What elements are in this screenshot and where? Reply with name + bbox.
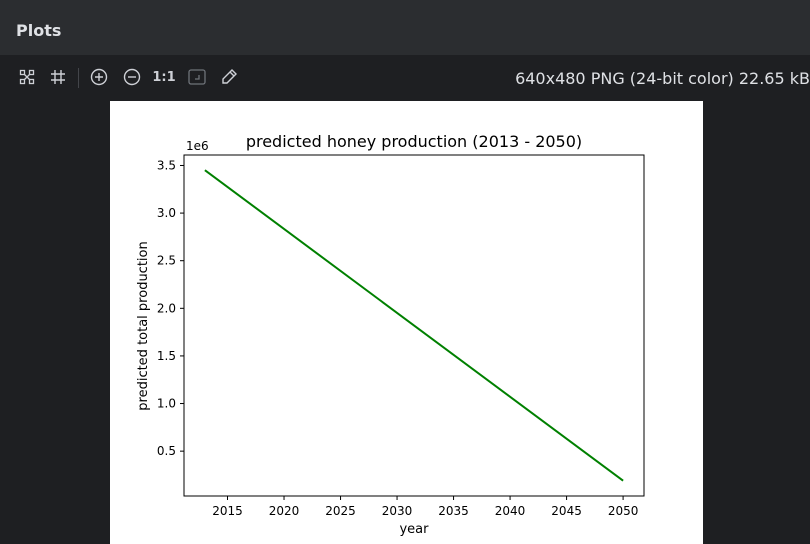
x-tick-label: 2025 [325, 504, 356, 518]
y-tick-label: 0.5 [157, 444, 176, 458]
y-offset-label: 1e6 [186, 139, 209, 153]
y-tick-label: 1.0 [157, 397, 176, 411]
zoom-out-icon[interactable] [121, 66, 143, 88]
fit-window-icon[interactable] [186, 66, 208, 88]
zoom-in-icon[interactable] [88, 66, 110, 88]
x-tick-label: 2045 [551, 504, 582, 518]
x-tick-label: 2050 [608, 504, 639, 518]
x-tick-label: 2040 [495, 504, 526, 518]
image-info-label: 640x480 PNG (24-bit color) 22.65 kB [515, 69, 810, 88]
y-axis-ticks: 0.5 1.0 1.5 2.0 2.5 3.0 3.5 [157, 158, 184, 458]
plot-image: predicted honey production (2013 - 2050)… [110, 101, 703, 544]
color-picker-icon[interactable] [218, 66, 240, 88]
fit-grid-icon[interactable] [16, 66, 38, 88]
panel-title: Plots [16, 21, 62, 40]
series-line [204, 169, 624, 482]
line-chart: predicted honey production (2013 - 2050)… [136, 132, 645, 537]
series-group [204, 169, 624, 482]
y-tick-label: 3.0 [157, 206, 176, 220]
axes-frame [183, 154, 645, 497]
x-tick-label: 2015 [212, 504, 243, 518]
y-tick-label: 2.5 [157, 254, 176, 268]
x-tick-label: 2030 [382, 504, 413, 518]
y-tick-label: 3.5 [157, 158, 176, 172]
y-axis-label: predicted total production [136, 241, 151, 410]
x-axis-ticks: 2015 2020 2025 2030 2035 2040 2045 2050 [212, 496, 638, 518]
y-tick-label: 2.0 [157, 301, 176, 315]
plots-panel-header: Plots [0, 0, 810, 56]
x-axis-label: year [399, 522, 429, 537]
grid-icon[interactable] [47, 66, 69, 88]
x-tick-label: 2020 [269, 504, 300, 518]
chart-title: predicted honey production (2013 - 2050) [246, 132, 582, 151]
toolbar-separator [78, 68, 79, 88]
plots-toolbar: 1:1 640x480 PNG (24-bit color) 22.65 kB [0, 56, 810, 100]
actual-size-button[interactable]: 1:1 [152, 69, 176, 85]
x-tick-label: 2035 [438, 504, 469, 518]
y-tick-label: 1.5 [157, 349, 176, 363]
